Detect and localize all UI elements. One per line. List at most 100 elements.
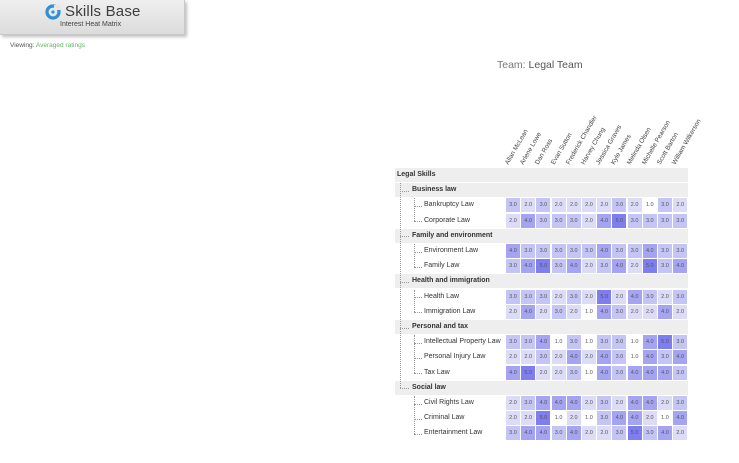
rating-cell[interactable]: 2.0 (627, 259, 642, 274)
rating-cell[interactable]: 5.0 (536, 411, 551, 426)
skill-label[interactable]: Environment Law (424, 247, 479, 254)
rating-cell[interactable]: 3.0 (597, 396, 612, 410)
rating-cell[interactable]: 3.0 (521, 396, 536, 410)
rating-cell[interactable]: 1.0 (582, 411, 596, 426)
rating-cell[interactable]: 2.0 (642, 304, 657, 319)
rating-cell[interactable]: 2.0 (582, 350, 596, 365)
rating-cell[interactable]: 3.0 (612, 426, 627, 441)
rating-cell[interactable]: 1.0 (627, 350, 642, 365)
skill-label[interactable]: Intellectual Property Law (424, 338, 501, 346)
rating-cell[interactable]: 4.0 (642, 350, 657, 365)
rating-cell[interactable]: 2.0 (582, 396, 596, 410)
rating-cell[interactable]: 3.0 (627, 213, 642, 228)
rating-cell[interactable]: 3.0 (566, 335, 581, 350)
rating-cell[interactable]: 4.0 (566, 426, 581, 441)
rating-cell[interactable]: 3.0 (566, 289, 581, 304)
rating-cell[interactable]: 4.0 (597, 304, 612, 319)
rating-cell[interactable]: 2.0 (582, 426, 596, 441)
rating-cell[interactable]: 3.0 (673, 244, 688, 258)
rating-cell[interactable]: 2.0 (566, 198, 581, 213)
rating-cell[interactable]: 3.0 (521, 335, 536, 350)
rating-cell[interactable]: 4.0 (521, 259, 536, 274)
rating-cell[interactable]: 3.0 (506, 198, 520, 213)
rating-cell[interactable]: 3.0 (566, 365, 581, 380)
rating-cell[interactable]: 3.0 (551, 304, 566, 319)
rating-cell[interactable]: 3.0 (551, 244, 566, 258)
rating-cell[interactable]: 2.0 (673, 198, 688, 213)
rating-cell[interactable]: 3.0 (551, 426, 566, 441)
rating-cell[interactable]: 4.0 (673, 350, 688, 365)
rating-cell[interactable]: 2.0 (536, 304, 551, 319)
rating-cell[interactable]: 4.0 (612, 259, 627, 274)
rating-cell[interactable]: 2.0 (506, 304, 520, 319)
rating-cell[interactable]: 3.0 (658, 213, 672, 228)
rating-cell[interactable]: 2.0 (506, 396, 520, 410)
rating-cell[interactable]: 3.0 (597, 259, 612, 274)
rating-cell[interactable]: 1.0 (627, 335, 642, 350)
skill-label[interactable]: Personal Injury Law (424, 353, 486, 361)
rating-cell[interactable]: 3.0 (673, 289, 688, 304)
rating-cell[interactable]: 3.0 (658, 244, 672, 258)
rating-cell[interactable]: 3.0 (612, 198, 627, 213)
rating-cell[interactable]: 4.0 (642, 365, 657, 380)
rating-cell[interactable]: 4.0 (597, 213, 612, 228)
rating-cell[interactable]: 2.0 (551, 289, 566, 304)
rating-cell[interactable]: 1.0 (551, 335, 566, 350)
rating-cell[interactable]: 4.0 (597, 244, 612, 258)
brand-logo[interactable]: Skills Base (45, 3, 141, 20)
rating-cell[interactable]: 3.0 (521, 244, 536, 258)
rating-cell[interactable]: 3.0 (536, 244, 551, 258)
rating-cell[interactable]: 2.0 (566, 411, 581, 426)
rating-cell[interactable]: 2.0 (627, 198, 642, 213)
skill-label[interactable]: Civil Rights Law (424, 399, 474, 406)
rating-cell[interactable]: 2.0 (582, 213, 596, 228)
rating-cell[interactable]: 3.0 (506, 289, 520, 304)
rating-cell[interactable]: 4.0 (536, 396, 551, 410)
rating-cell[interactable]: 3.0 (597, 335, 612, 350)
rating-cell[interactable]: 2.0 (551, 350, 566, 365)
rating-cell[interactable]: 5.0 (627, 426, 642, 441)
rating-cell[interactable]: 3.0 (658, 198, 672, 213)
rating-cell[interactable]: 4.0 (673, 259, 688, 274)
rating-cell[interactable]: 2.0 (551, 365, 566, 380)
rating-cell[interactable]: 2.0 (506, 350, 520, 365)
rating-cell[interactable]: 4.0 (506, 244, 520, 258)
rating-cell[interactable]: 3.0 (612, 244, 627, 258)
rating-cell[interactable]: 1.0 (642, 198, 657, 213)
rating-cell[interactable]: 1.0 (658, 411, 672, 426)
rating-cell[interactable]: 3.0 (673, 213, 688, 228)
rating-cell[interactable]: 3.0 (612, 335, 627, 350)
skill-label[interactable]: Bankruptcy Law (424, 201, 474, 209)
rating-cell[interactable]: 2.0 (521, 198, 536, 213)
rating-cell[interactable]: 4.0 (658, 304, 672, 319)
rating-cell[interactable]: 4.0 (627, 365, 642, 380)
rating-cell[interactable]: 4.0 (597, 365, 612, 380)
rating-cell[interactable]: 2.0 (597, 426, 612, 441)
rating-cell[interactable]: 2.0 (582, 259, 596, 274)
rating-cell[interactable]: 4.0 (597, 350, 612, 365)
rating-cell[interactable]: 5.0 (536, 259, 551, 274)
rating-cell[interactable]: 2.0 (658, 289, 672, 304)
rating-cell[interactable]: 2.0 (506, 411, 520, 426)
rating-cell[interactable]: 5.0 (612, 213, 627, 228)
rating-cell[interactable]: 3.0 (536, 213, 551, 228)
rating-cell[interactable]: 2.0 (506, 213, 520, 228)
skill-label[interactable]: Corporate Law (424, 216, 470, 224)
rating-cell[interactable]: 2.0 (566, 304, 581, 319)
rating-cell[interactable]: 3.0 (642, 213, 657, 228)
rating-cell[interactable]: 4.0 (642, 335, 657, 350)
rating-cell[interactable]: 2.0 (536, 365, 551, 380)
rating-cell[interactable]: 2.0 (521, 350, 536, 365)
skill-label[interactable]: Immigration Law (424, 307, 476, 315)
rating-cell[interactable]: 3.0 (582, 244, 596, 258)
skill-label[interactable]: Entertainment Law (424, 429, 483, 437)
rating-cell[interactable]: 4.0 (506, 365, 520, 380)
rating-cell[interactable]: 4.0 (673, 411, 688, 426)
rating-cell[interactable]: 4.0 (521, 304, 536, 319)
rating-cell[interactable]: 3.0 (658, 259, 672, 274)
rating-cell[interactable]: 3.0 (612, 350, 627, 365)
rating-cell[interactable]: 3.0 (536, 289, 551, 304)
rating-cell[interactable]: 4.0 (566, 259, 581, 274)
rating-cell[interactable]: 1.0 (551, 411, 566, 426)
rating-cell[interactable]: 4.0 (658, 365, 672, 380)
